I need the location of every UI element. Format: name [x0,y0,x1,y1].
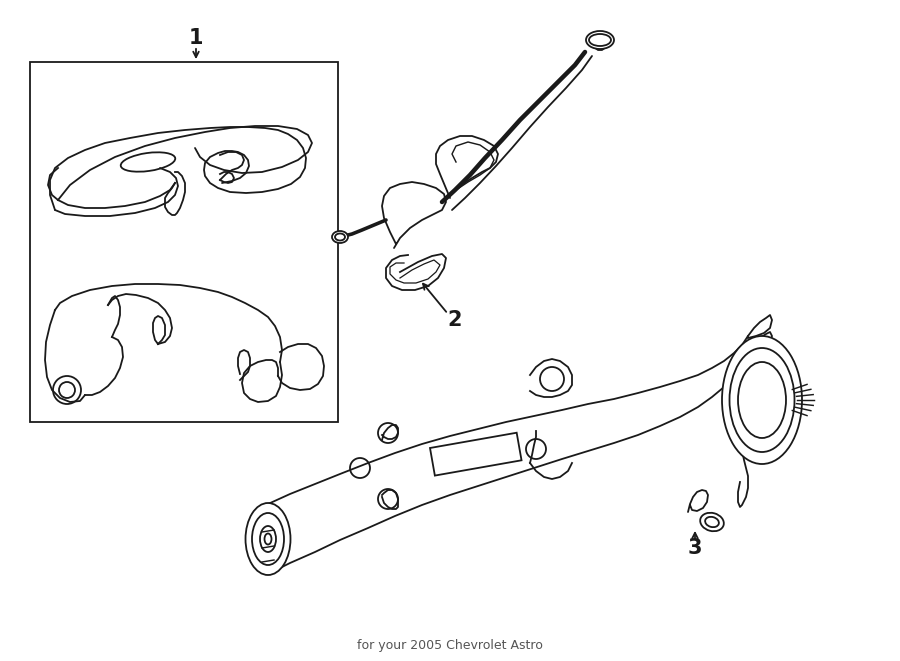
Bar [30,62,338,422]
Text: for your 2005 Chevrolet Astro: for your 2005 Chevrolet Astro [357,639,543,652]
Polygon shape [386,254,446,290]
Ellipse shape [586,31,614,49]
Text: 3: 3 [688,538,702,558]
Text: 2: 2 [448,310,463,330]
Ellipse shape [246,503,291,575]
Ellipse shape [700,513,724,531]
Text: 1: 1 [189,28,203,48]
Bar [430,433,521,475]
Ellipse shape [332,231,348,243]
Ellipse shape [722,336,802,464]
